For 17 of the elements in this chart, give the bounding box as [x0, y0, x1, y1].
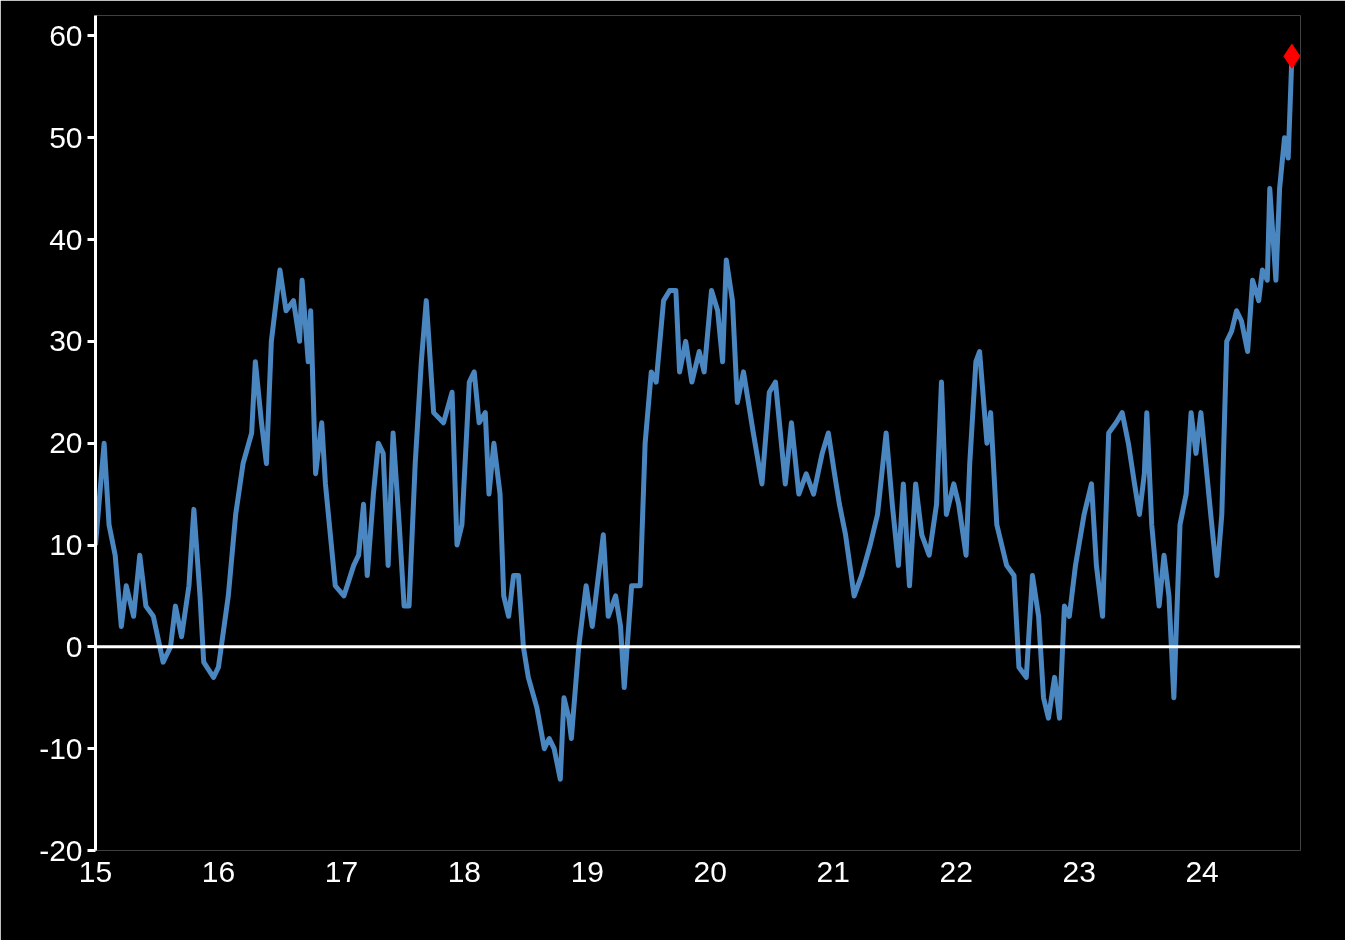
y-tick-label: 30 [49, 324, 83, 358]
y-tick-label: 20 [49, 426, 83, 460]
y-tick-label: 40 [49, 222, 83, 256]
x-tick-label: 20 [693, 854, 727, 888]
x-tick-label: 24 [1185, 854, 1219, 888]
x-tick-label: 19 [570, 854, 605, 888]
x-tick-label: 22 [939, 854, 973, 888]
x-tick-label: 21 [816, 854, 850, 888]
y-tick-label: 0 [65, 629, 83, 663]
x-tick-label: 23 [1062, 854, 1096, 888]
y-tick-label: 50 [49, 120, 83, 154]
y-tick-label: -10 [39, 731, 83, 765]
x-tick-label: 17 [324, 854, 359, 888]
x-tick-label: 18 [447, 854, 482, 888]
x-tick-label: 16 [201, 854, 236, 888]
y-tick-label: 10 [49, 528, 83, 562]
y-tick-label: 60 [49, 18, 83, 52]
